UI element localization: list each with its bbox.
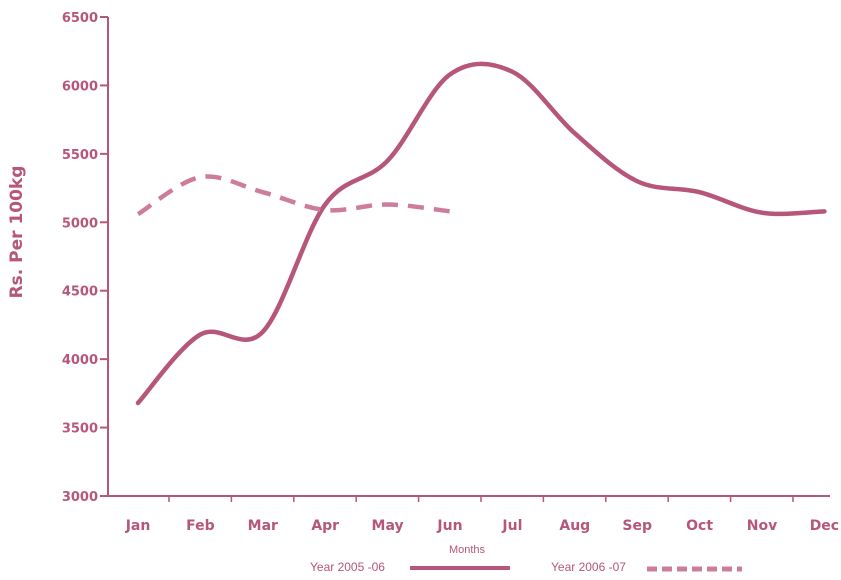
- legend: Year 2005 -06 Year 2006 -07: [310, 560, 742, 574]
- x-tick-label: Apr: [311, 518, 339, 534]
- legend-label-2005: Year 2005 -06: [310, 560, 385, 574]
- y-ticks: 3000 3500 4000 4500 5000 5500 6000 6500: [62, 11, 108, 505]
- axes: [107, 17, 830, 497]
- y-tick-label: 6000: [62, 79, 98, 94]
- x-tick-label: Dec: [810, 518, 839, 534]
- x-axis-title: Months: [449, 544, 486, 556]
- x-ticks: Jan Feb Mar Apr May Jun Jul Aug Sep Oct Nov Dec: [125, 496, 839, 534]
- x-tick-label: Feb: [186, 518, 215, 534]
- series-line-2005-06: [135, 61, 827, 406]
- x-tick-label: Jun: [436, 518, 462, 534]
- x-tick-label: Jul: [501, 518, 522, 534]
- x-tick-label: Jan: [125, 518, 151, 534]
- x-tick-label: Aug: [559, 518, 590, 534]
- x-tick-label: Sep: [622, 518, 652, 534]
- legend-label-2006: Year 2006 -07: [551, 560, 626, 574]
- x-tick-label: May: [372, 518, 404, 534]
- y-tick-label: 5000: [62, 216, 98, 231]
- series-group: [135, 61, 827, 406]
- y-tick-label: 4500: [62, 285, 98, 300]
- y-tick-label: 3500: [62, 422, 98, 437]
- x-tick-label: Oct: [686, 518, 713, 534]
- y-tick-label: 3000: [62, 490, 98, 505]
- series-line-2006-07: [136, 174, 451, 217]
- y-axis-title: Rs. Per 100kg: [7, 166, 27, 299]
- y-tick-label: 6500: [62, 11, 98, 26]
- x-tick-label: Nov: [747, 518, 777, 534]
- y-tick-label: 4000: [62, 353, 98, 368]
- x-tick-label: Mar: [248, 518, 278, 534]
- y-tick-label: 5500: [62, 148, 98, 163]
